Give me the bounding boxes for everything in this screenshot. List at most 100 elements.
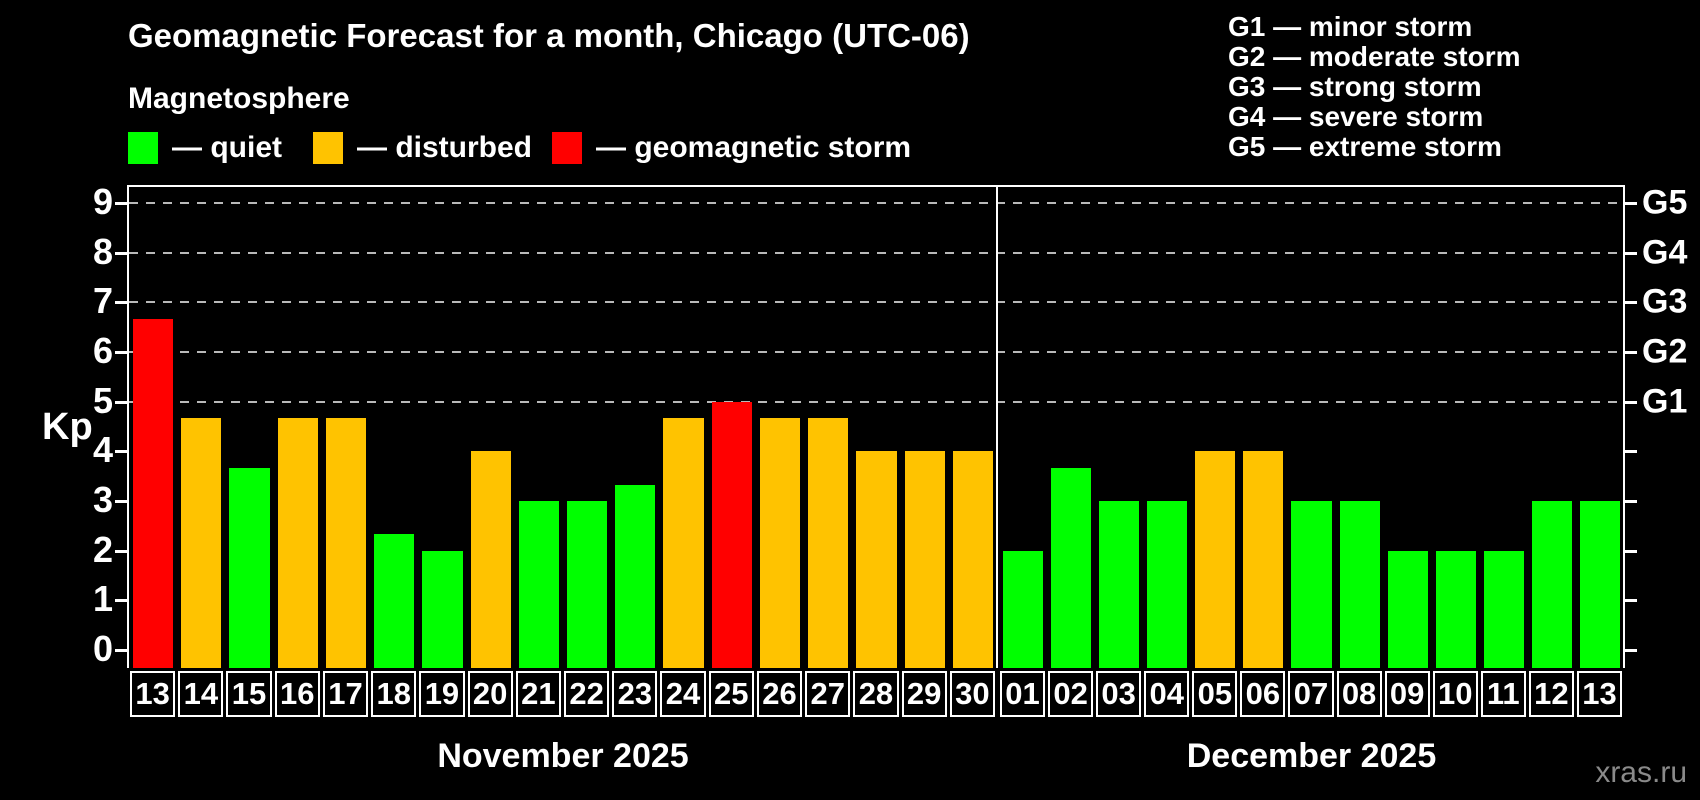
gridline-kp7 [129, 301, 1623, 304]
bar-nov-27 [808, 418, 849, 668]
g2-legend-line: G2 — moderate storm [1228, 41, 1521, 72]
plot-frame-right [1623, 185, 1625, 668]
bar-nov-21 [518, 500, 559, 668]
plot-frame-top [127, 185, 1625, 187]
date-cell-29: 29 [901, 671, 947, 717]
bar-nov-19 [422, 550, 463, 668]
y-axis-tick-right [1625, 251, 1637, 255]
date-cell-28: 28 [853, 671, 899, 717]
g-tick-label-g2: G2 [1642, 332, 1688, 371]
watermark-xras: xras.ru [1595, 756, 1687, 789]
bar-dec-08 [1339, 500, 1380, 668]
g3-legend-line: G3 — strong storm [1228, 71, 1482, 102]
date-cell-25: 25 [708, 671, 754, 717]
y-axis-tick-right [1625, 649, 1637, 652]
date-cell-19: 19 [419, 671, 465, 717]
gridline-kp6 [129, 350, 1623, 353]
bar-nov-25 [711, 401, 752, 668]
date-cell-14: 14 [178, 671, 224, 717]
bar-nov-17 [325, 418, 367, 668]
g-scale-legend: G1 — minor storm G2 — moderate storm G3 … [1228, 12, 1521, 162]
bar-dec-03 [1099, 500, 1140, 668]
y-axis-tick-left [115, 201, 127, 205]
bar-dec-06 [1243, 451, 1284, 668]
date-cell-08: 08 [1336, 671, 1382, 717]
g4-legend-line: G4 — severe storm [1228, 101, 1484, 132]
plot-frame-left [127, 185, 129, 668]
bar-nov-24 [663, 418, 704, 668]
y-axis-tick-left [115, 400, 127, 404]
y-tick-label-9: 9 [92, 181, 113, 223]
date-cell-16: 16 [274, 671, 320, 717]
bar-dec-12 [1531, 500, 1572, 668]
bar-dec-01 [1003, 550, 1044, 668]
quiet-color-swatch [128, 132, 158, 164]
date-cell-04: 04 [1144, 671, 1190, 717]
magnetosphere-heading: Magnetosphere [128, 82, 350, 115]
date-cell-01: 01 [1000, 671, 1046, 717]
y-tick-label-0: 0 [92, 628, 113, 670]
bar-dec-07 [1291, 500, 1332, 668]
bar-dec-05 [1195, 451, 1236, 668]
bar-nov-29 [904, 451, 945, 668]
date-cell-06: 06 [1240, 671, 1286, 717]
date-cell-07: 07 [1288, 671, 1334, 717]
legend-item-disturbed: — disturbed [313, 131, 532, 165]
date-cell-15: 15 [226, 671, 272, 717]
bar-nov-16 [277, 418, 318, 668]
bar-nov-23 [615, 484, 656, 668]
y-tick-label-5: 5 [92, 379, 113, 421]
y-tick-label-7: 7 [92, 280, 113, 322]
gridline-kp5 [129, 400, 1623, 403]
y-tick-label-1: 1 [92, 578, 113, 620]
bar-dec-11 [1483, 550, 1524, 668]
month-label-december: December 2025 [1186, 737, 1437, 775]
gridline-kp8 [129, 251, 1623, 254]
date-cell-09: 09 [1384, 671, 1430, 717]
date-cell-17: 17 [322, 671, 369, 717]
bar-nov-22 [567, 500, 608, 668]
y-axis-tick-right [1625, 499, 1637, 503]
date-cell-10: 10 [1432, 671, 1478, 717]
bar-nov-15 [229, 467, 270, 668]
disturbed-color-swatch [313, 132, 343, 164]
y-tick-label-2: 2 [92, 528, 113, 570]
bar-nov-13 [133, 318, 174, 668]
y-axis-tick-left [115, 450, 127, 454]
date-cell-20: 20 [467, 671, 513, 717]
g1-legend-line: G1 — minor storm [1228, 11, 1473, 42]
bar-dec-02 [1051, 467, 1092, 668]
date-cell-03: 03 [1096, 671, 1142, 717]
quiet-label: — quiet [172, 131, 282, 164]
month-separator-line [996, 187, 998, 668]
bar-dec-04 [1147, 500, 1188, 668]
date-cell-24: 24 [660, 671, 706, 717]
y-tick-label-8: 8 [92, 230, 113, 272]
date-cell-02: 02 [1048, 671, 1094, 717]
y-tick-label-6: 6 [92, 330, 113, 372]
y-axis-tick-left [115, 599, 127, 603]
bar-nov-26 [759, 418, 801, 668]
storm-color-swatch [552, 132, 582, 164]
date-cell-11: 11 [1480, 671, 1526, 717]
g5-legend-line: G5 — extreme storm [1228, 131, 1502, 162]
legend-item-storm: — geomagnetic storm [552, 131, 911, 165]
y-axis-tick-right [1625, 350, 1637, 354]
g-tick-label-g4: G4 [1642, 233, 1688, 272]
bar-nov-20 [470, 451, 511, 668]
date-cell-26: 26 [756, 671, 803, 717]
date-cell-22: 22 [564, 671, 610, 717]
date-cell-23: 23 [612, 671, 658, 717]
disturbed-label: — disturbed [357, 131, 533, 164]
y-axis-tick-left [115, 549, 127, 553]
y-axis-tick-right [1625, 201, 1637, 205]
bar-dec-10 [1435, 550, 1476, 668]
bar-nov-14 [181, 418, 222, 668]
date-cell-05: 05 [1192, 671, 1238, 717]
g-tick-label-g1: G1 [1642, 382, 1688, 421]
chart-title: Geomagnetic Forecast for a month, Chicag… [128, 17, 970, 54]
date-cell-13: 13 [130, 671, 176, 717]
date-cell-21: 21 [515, 671, 561, 717]
bar-nov-28 [856, 451, 897, 668]
